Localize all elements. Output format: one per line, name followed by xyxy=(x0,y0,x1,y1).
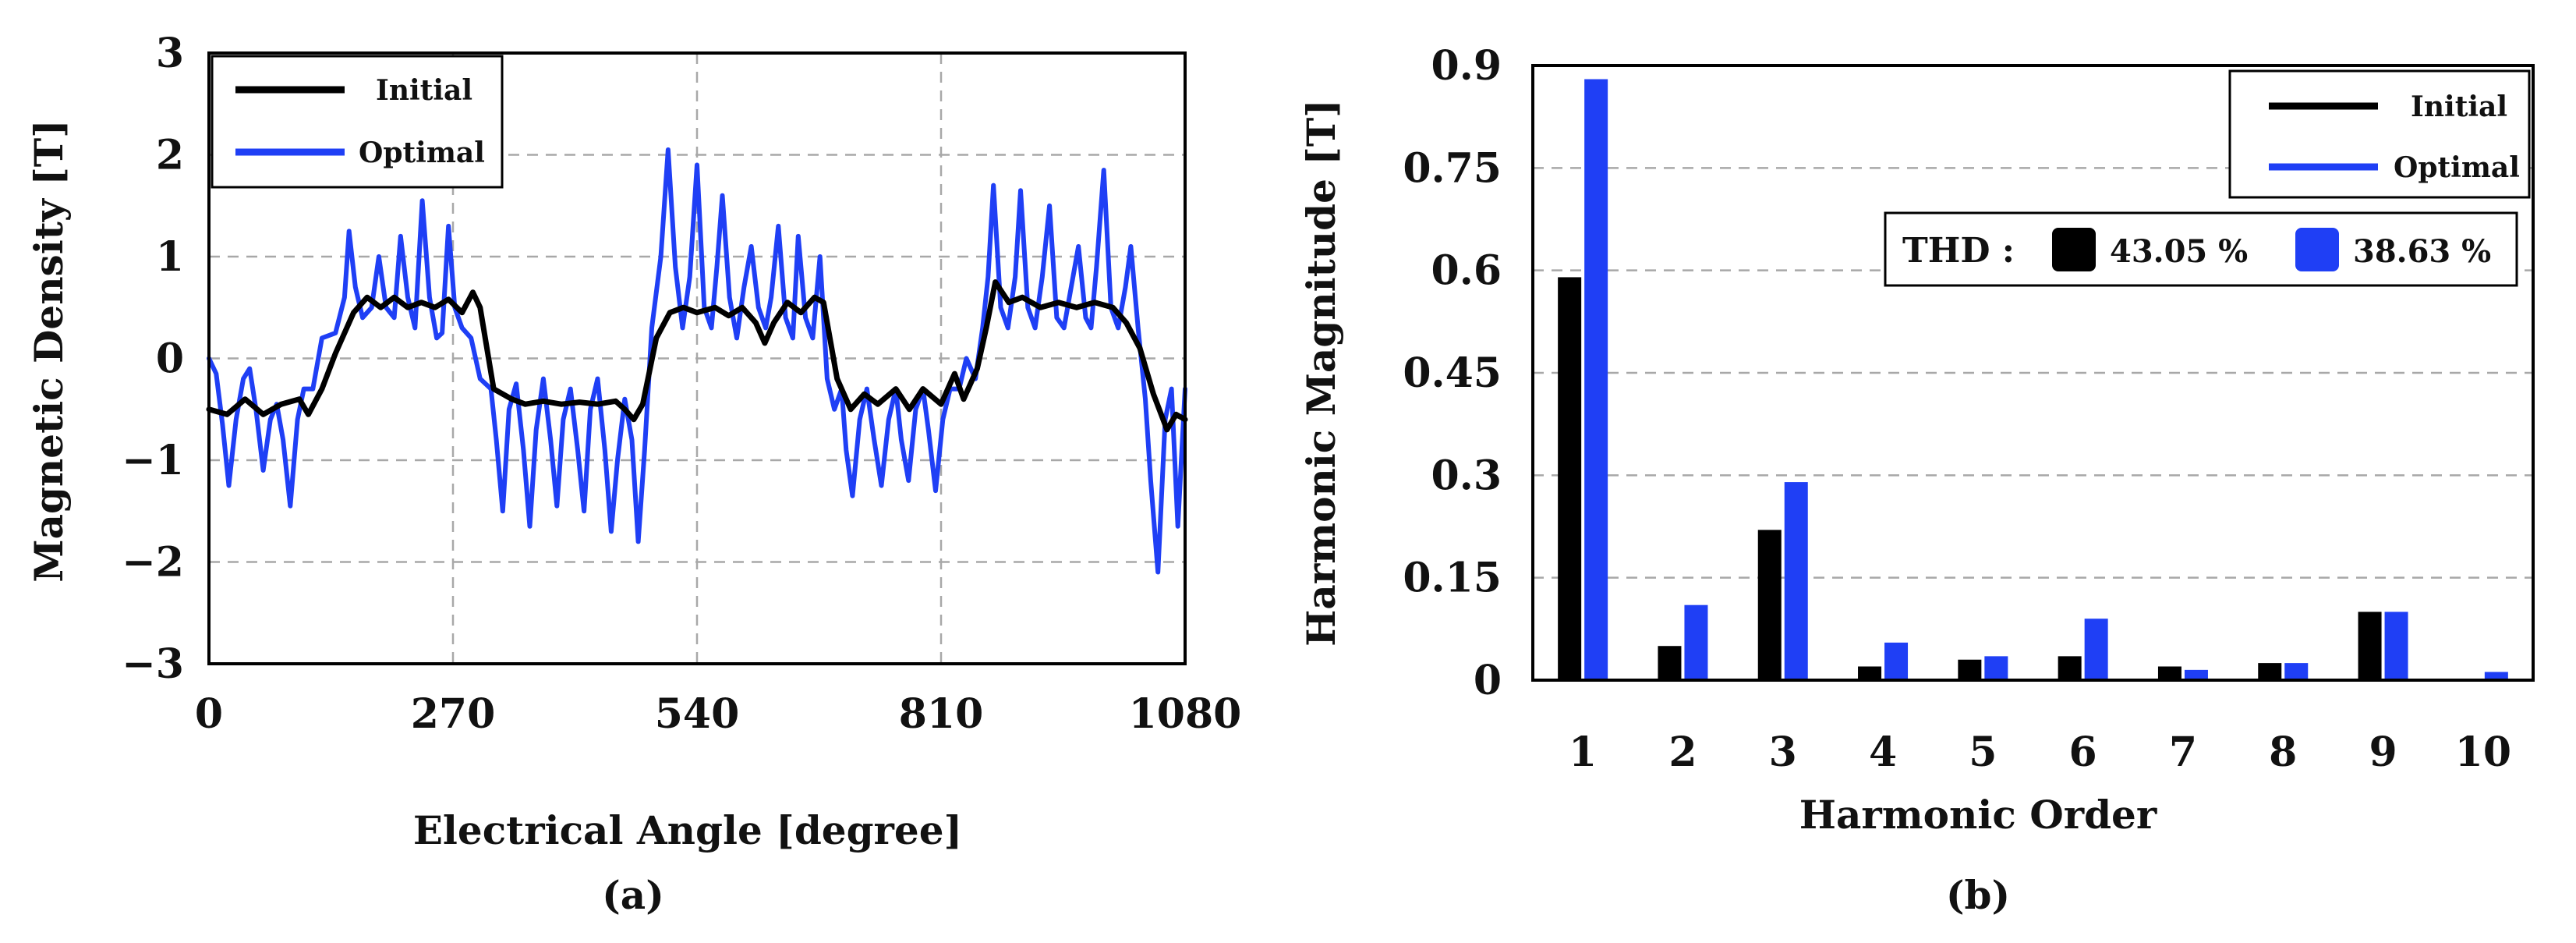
legend-label-initial: Initial xyxy=(376,74,472,107)
bar-initial-6 xyxy=(2058,656,2082,680)
bar-initial-2 xyxy=(1658,646,1682,680)
panel-a: 3 2 1 0 −1 −2 −3 0 270 540 810 1080 Magnetic Densi… xyxy=(26,30,1241,918)
thd-label: THD : xyxy=(1902,231,2015,271)
bar-initial-5 xyxy=(1958,659,1982,680)
bar-chart-x-tick-label: 4 xyxy=(1869,729,1897,776)
line-chart-frame xyxy=(207,51,1187,665)
bar-chart-x-tick-label: 6 xyxy=(2069,729,2097,776)
bar-chart-y-tick-label: 0.6 xyxy=(1431,247,1502,295)
panel-b: 0.9 0.75 0.6 0.45 0.3 0.15 0 1 2 3 4 5 6 7 8 9 10 Harmo… xyxy=(1298,42,2535,918)
line-chart-legend-box xyxy=(211,55,504,189)
bar-initial-1 xyxy=(1558,277,1582,680)
line-chart-legend: Initial Optimal xyxy=(211,55,504,189)
bar-optimal-4 xyxy=(1884,642,1909,680)
thd-box xyxy=(1884,211,2518,287)
bar-chart-x-tick-label: 7 xyxy=(2169,729,2197,776)
bar-chart-y-tick-label: 0.3 xyxy=(1431,452,1502,499)
panel-label-b: (b) xyxy=(1946,872,2010,918)
line-chart-series xyxy=(206,147,1188,575)
line-chart-y-tick-label: −2 xyxy=(122,539,184,587)
bar-initial-7 xyxy=(2157,666,2181,680)
bar-optimal-6 xyxy=(2084,619,2108,680)
bar-chart-frame xyxy=(1531,64,2535,682)
line-chart-y-tick-label: 2 xyxy=(156,132,184,179)
bar-initial-3 xyxy=(1757,530,1782,680)
panel-label-a: (a) xyxy=(602,872,664,918)
bar-chart-legend-box xyxy=(2228,69,2531,199)
bar-chart-y-tick-label: 0.75 xyxy=(1403,144,1502,192)
bar-initial-9 xyxy=(2358,612,2382,680)
bar-chart-y-label: Harmonic Magnitude [T] xyxy=(1298,99,1344,647)
line-chart-y-tick-label: −1 xyxy=(122,437,184,484)
thd-value-optimal: 38.63 % xyxy=(2353,233,2491,270)
line-chart-y-tick-label: −3 xyxy=(122,640,184,688)
bar-chart-y-tick-label: 0.15 xyxy=(1403,555,1502,602)
line-chart-y-tick-label: 1 xyxy=(156,233,184,281)
bar-legend-label-initial: Initial xyxy=(2411,90,2507,123)
bar-chart-x-tick-label: 2 xyxy=(1668,729,1697,776)
bar-chart-x-tick-label: 1 xyxy=(1569,729,1597,776)
bar-chart-x-ticks: 1 2 3 4 5 6 7 8 9 10 xyxy=(1569,729,2511,776)
bar-chart-x-tick-label: 3 xyxy=(1769,729,1797,776)
line-chart-x-tick-label: 540 xyxy=(655,690,740,738)
thd-value-initial: 43.05 % xyxy=(2110,233,2248,270)
bar-optimal-8 xyxy=(2284,663,2309,680)
bar-chart-x-tick-label: 5 xyxy=(1969,729,1997,776)
bar-optimal-9 xyxy=(2384,612,2408,680)
line-chart-y-tick-label: 0 xyxy=(156,335,184,383)
line-chart-x-tick-label: 270 xyxy=(411,690,496,738)
bar-chart-y-ticks: 0.9 0.75 0.6 0.45 0.3 0.15 0 xyxy=(1403,42,1502,704)
line-chart-y-tick-label: 3 xyxy=(156,30,184,77)
bar-optimal-3 xyxy=(1784,482,1808,680)
legend-label-optimal: Optimal xyxy=(359,136,485,169)
line-series-optimal xyxy=(207,147,1187,575)
bar-chart-x-label: Harmonic Order xyxy=(1799,792,2157,838)
bar-optimal-1 xyxy=(1584,79,1608,680)
bar-chart-x-tick-label: 9 xyxy=(2369,729,2397,776)
bar-chart-legend: Initial Optimal xyxy=(2228,69,2531,199)
line-chart-x-tick-label: 810 xyxy=(899,690,984,738)
bar-optimal-5 xyxy=(1984,656,2008,680)
bar-chart-y-tick-label: 0 xyxy=(1474,657,1502,704)
bar-initial-8 xyxy=(2258,663,2282,680)
bar-optimal-10 xyxy=(2484,672,2508,680)
bar-optimal-7 xyxy=(2184,669,2208,680)
bar-legend-label-optimal: Optimal xyxy=(2394,151,2520,184)
line-chart-x-tick-label: 0 xyxy=(195,690,223,738)
line-chart-y-ticks: 3 2 1 0 −1 −2 −3 xyxy=(122,30,184,688)
line-chart-x-label: Electrical Angle [degree] xyxy=(413,807,962,853)
thd-swatch-initial xyxy=(2052,228,2096,271)
bar-chart-x-tick-label: 8 xyxy=(2269,729,2297,776)
bar-chart-bars xyxy=(1558,79,2508,680)
bar-initial-4 xyxy=(1858,666,1882,680)
line-series-initial xyxy=(206,279,1188,433)
thd-annotation: THD : 43.05 % 38.63 % xyxy=(1884,211,2518,287)
line-chart-x-ticks: 0 270 540 810 1080 xyxy=(195,690,1241,738)
bar-optimal-2 xyxy=(1684,604,1708,680)
line-chart-y-label: Magnetic Density [T] xyxy=(26,119,72,583)
line-chart-x-tick-label: 1080 xyxy=(1129,690,1242,738)
bar-chart-y-tick-label: 0.45 xyxy=(1403,349,1502,397)
bar-chart-x-tick-label: 10 xyxy=(2455,729,2511,776)
thd-swatch-optimal xyxy=(2295,228,2339,271)
bar-chart-y-tick-label: 0.9 xyxy=(1431,42,1502,90)
